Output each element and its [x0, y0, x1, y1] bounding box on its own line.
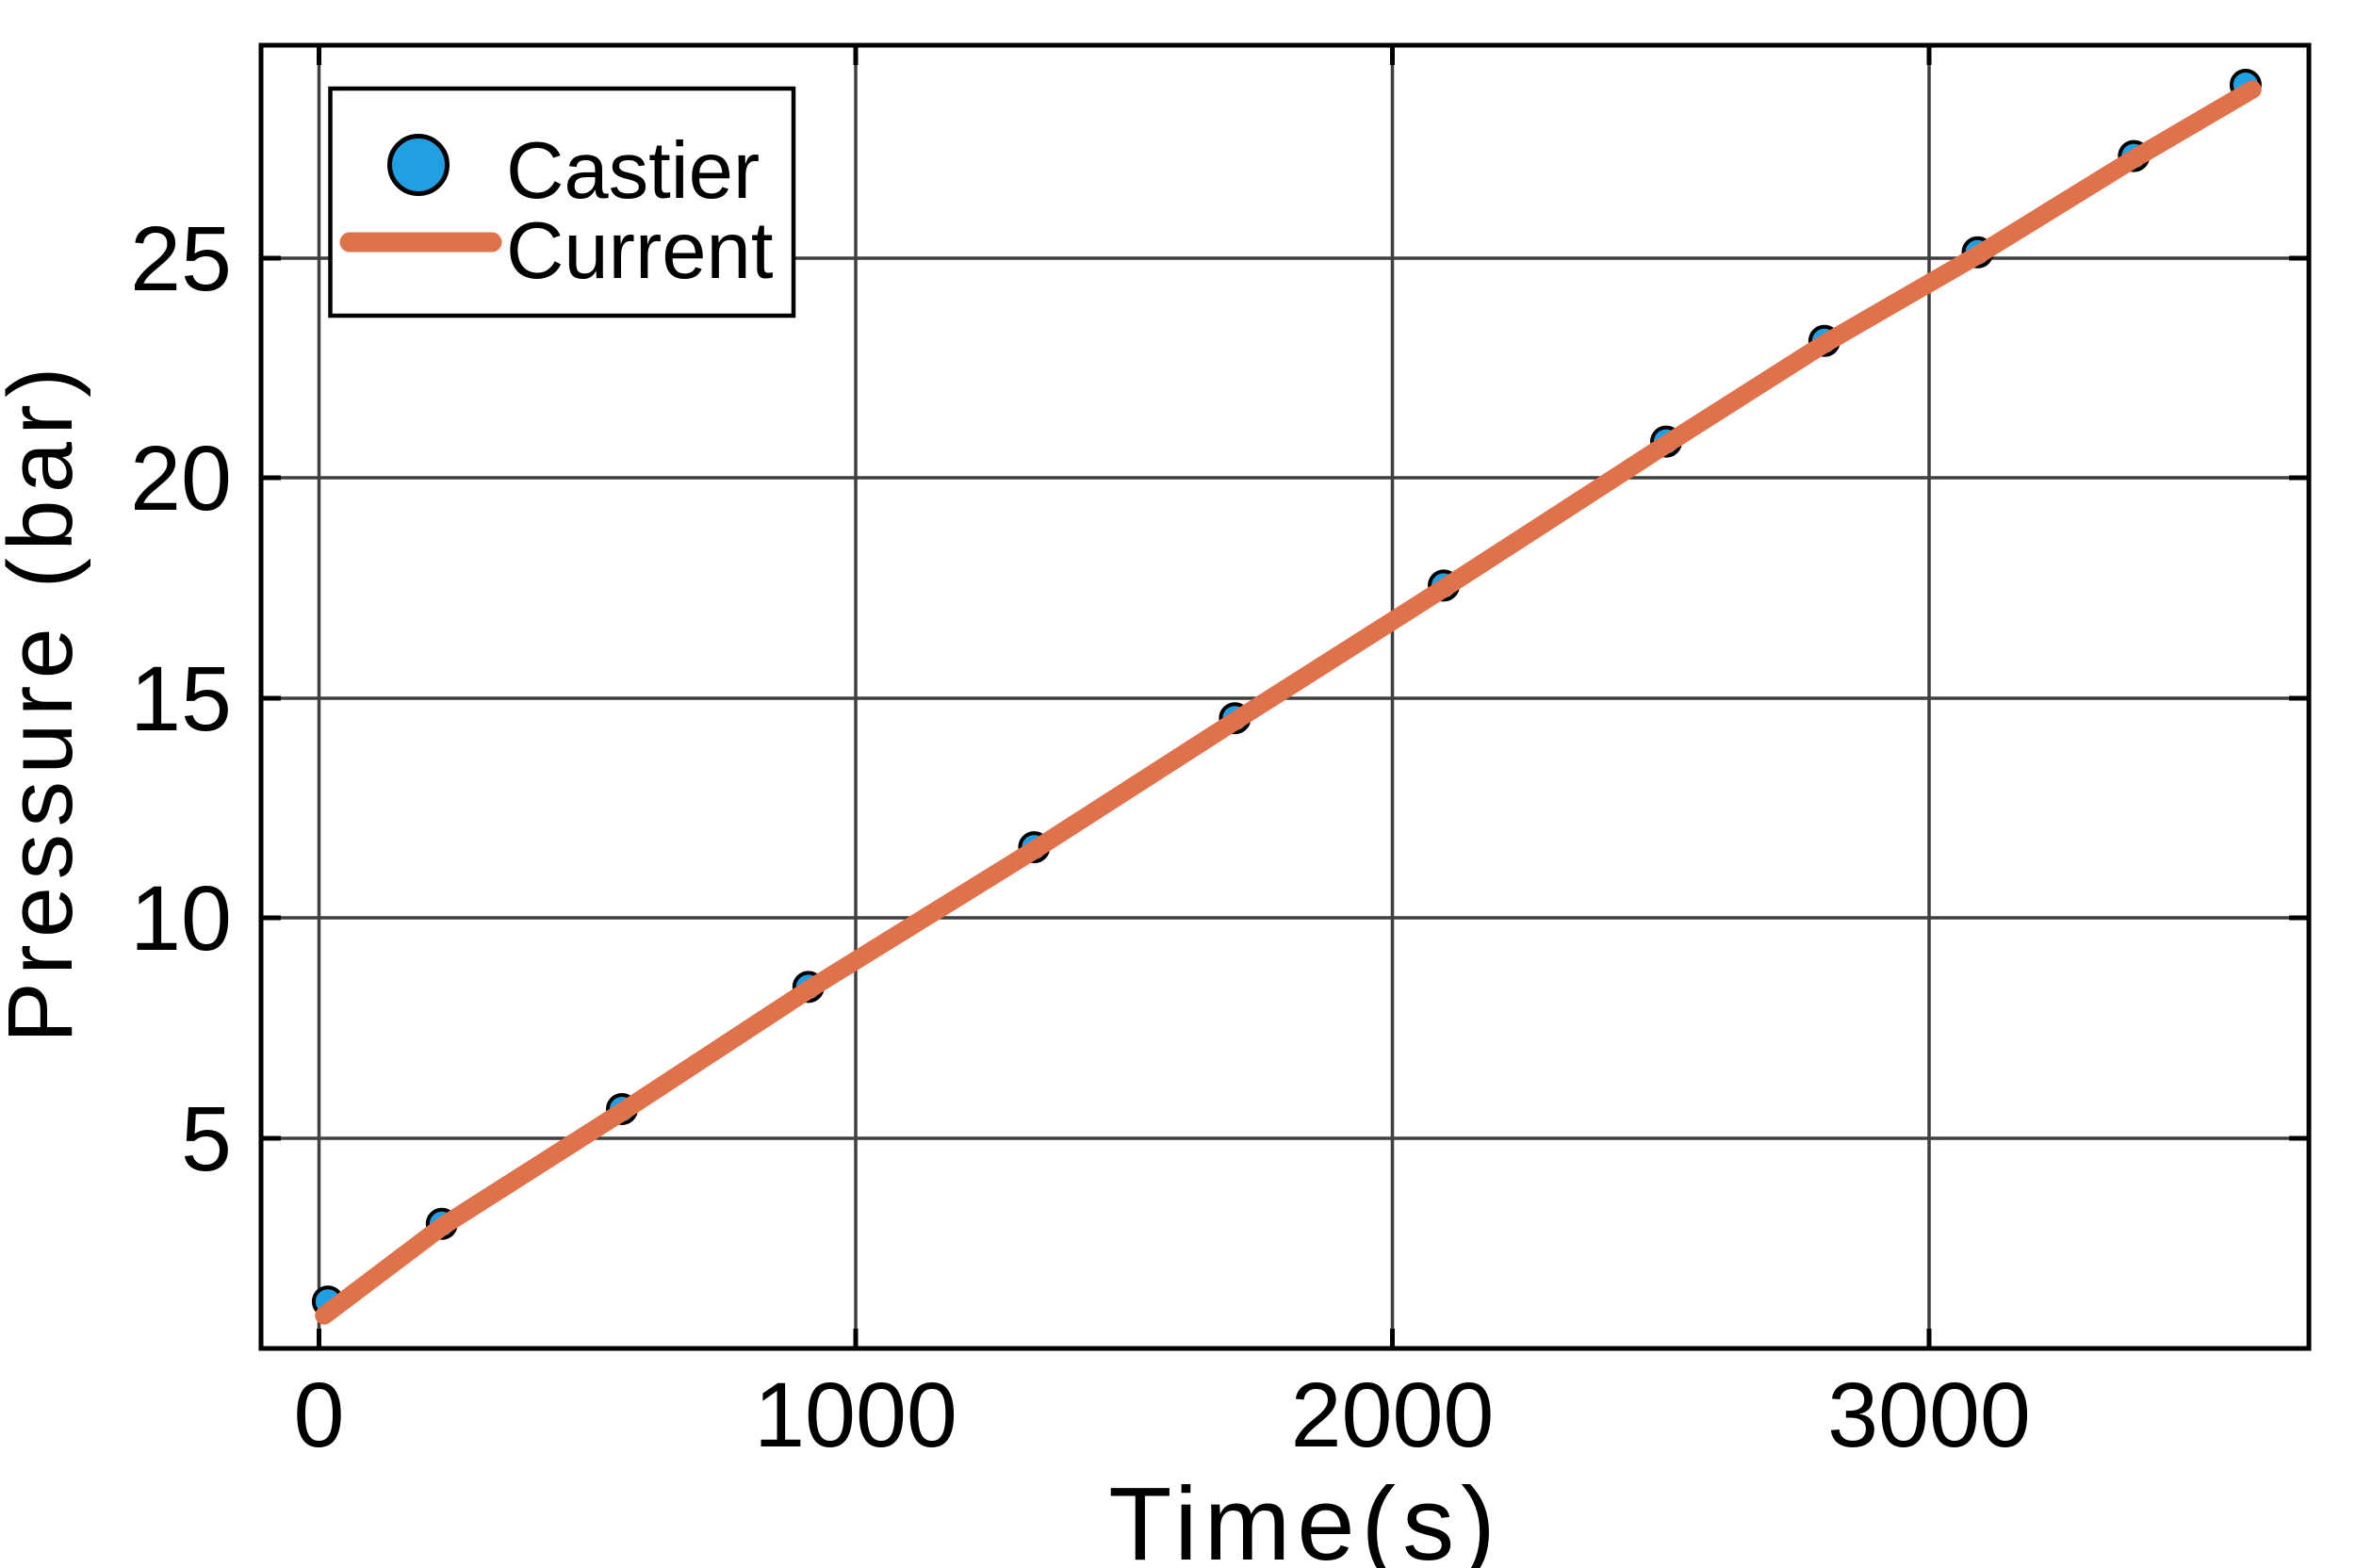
svg-text:10: 10 — [130, 867, 232, 970]
svg-text:Time(s): Time(s) — [1108, 1466, 1502, 1568]
svg-text:Pressure (bar): Pressure (bar) — [0, 360, 91, 1043]
svg-text:Castier: Castier — [506, 126, 760, 216]
svg-text:25: 25 — [130, 207, 232, 310]
svg-text:2000: 2000 — [1291, 1364, 1495, 1466]
svg-text:5: 5 — [181, 1087, 232, 1190]
svg-text:15: 15 — [130, 647, 232, 750]
svg-text:20: 20 — [130, 427, 232, 530]
svg-text:1000: 1000 — [754, 1364, 957, 1466]
svg-text:Current: Current — [506, 206, 773, 296]
svg-text:0: 0 — [294, 1364, 345, 1466]
svg-text:3000: 3000 — [1827, 1364, 2031, 1466]
